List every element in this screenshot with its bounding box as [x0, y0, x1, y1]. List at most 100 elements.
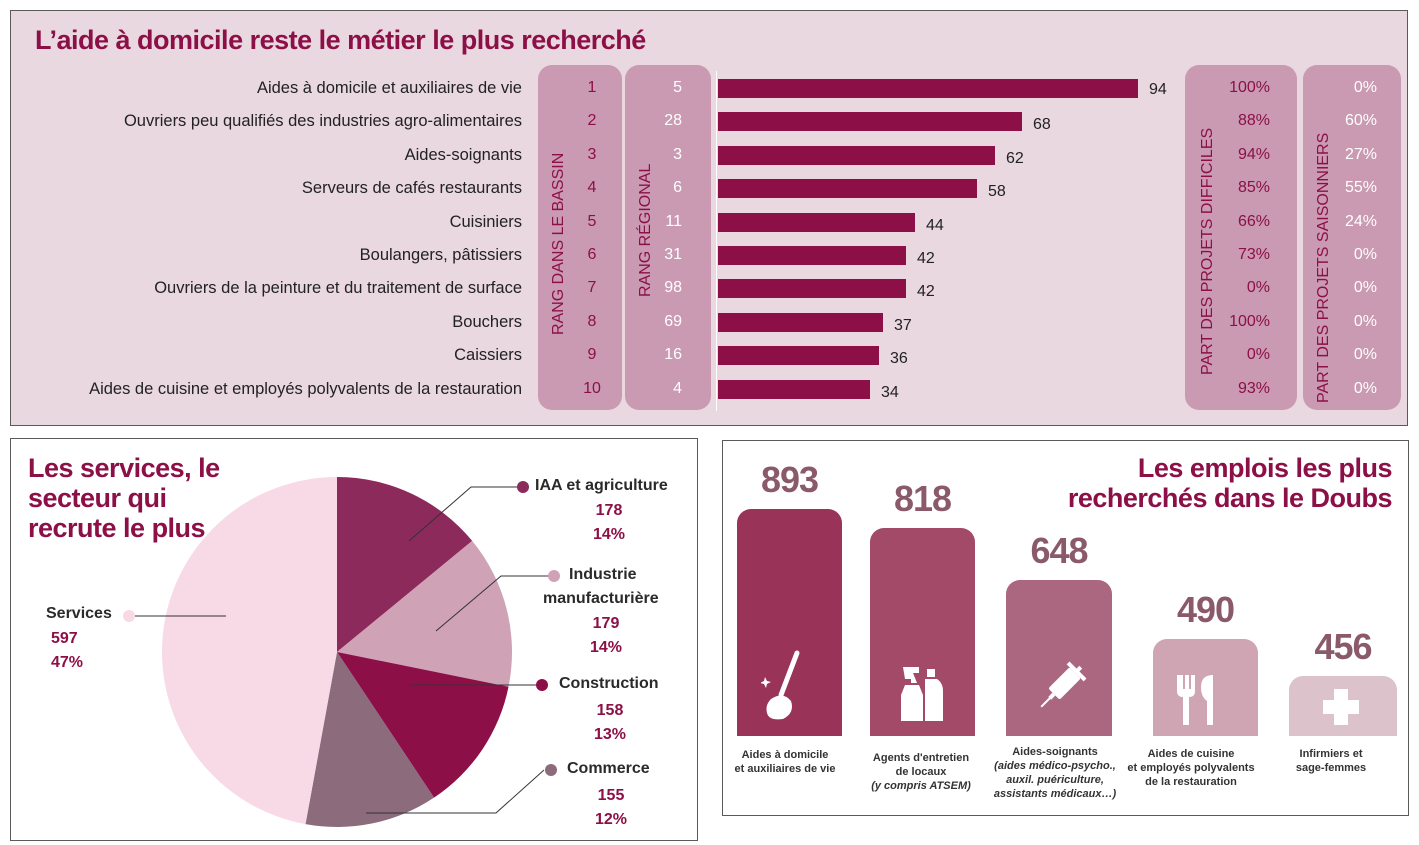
bar	[718, 279, 906, 298]
medical-cross-icon	[1323, 689, 1359, 725]
doubs-bar	[737, 509, 842, 736]
pie-label-services: Services	[46, 605, 112, 622]
pie-chart	[123, 477, 560, 827]
rank-regional-value: 4	[673, 380, 682, 397]
pie-label-construction: Construction	[559, 675, 659, 692]
rank-regional-value: 69	[664, 313, 682, 330]
top-rows: 1 5 94 100% 0% 2 28 68 88% 60% 3 3 62 94% 27% 4 6 58 85% 55…	[11, 11, 1409, 427]
bar-value: 34	[881, 384, 899, 401]
cleaning-spray-icon	[901, 667, 943, 721]
doubs-label-1: Aides à domicile et auxiliaires de vie	[734, 749, 836, 775]
saisonniers-value: 0%	[1353, 346, 1377, 363]
difficiles-value: 100%	[1229, 79, 1270, 96]
bar-value: 42	[917, 250, 935, 267]
rank-regional-value: 31	[664, 246, 682, 263]
difficiles-value: 73%	[1237, 246, 1270, 263]
difficiles-value: 94%	[1237, 146, 1270, 163]
pie-label-industrie-1: Industrie	[569, 566, 637, 583]
bar-value: 58	[988, 183, 1006, 200]
pie-value-commerce: 155	[597, 787, 625, 804]
doubs-title-line2: recherchés dans le Doubs	[1067, 483, 1393, 513]
bar-value: 62	[1006, 150, 1024, 167]
rank-bassin-value: 5	[587, 213, 597, 230]
rank-regional-value: 11	[665, 213, 682, 230]
rank-bassin-value: 6	[587, 246, 597, 263]
category-label: Ouvriers de la peinture et du traitement…	[154, 279, 522, 297]
pie-title: Les services, le secteur qui recrute le …	[28, 453, 220, 543]
doubs-value: 893	[760, 459, 819, 500]
pie-pct-services: 47%	[51, 654, 84, 671]
leader-commerce	[366, 769, 545, 814]
bar	[718, 79, 1138, 98]
bar-value: 68	[1033, 116, 1051, 133]
dot-services	[123, 610, 135, 622]
rank-bassin-value: 9	[587, 346, 597, 363]
bar	[718, 213, 915, 232]
saisonniers-value: 27%	[1344, 146, 1377, 163]
rank-regional-value: 5	[673, 79, 682, 96]
category-label: Boulangers, pâtissiers	[359, 246, 522, 264]
bar	[718, 112, 1022, 131]
difficiles-value: 88%	[1237, 112, 1270, 129]
pie-value-construction: 158	[596, 702, 624, 719]
difficiles-value: 66%	[1237, 213, 1270, 230]
dot-iaa	[517, 481, 529, 493]
saisonniers-value: 0%	[1353, 380, 1377, 397]
saisonniers-value: 0%	[1353, 279, 1377, 296]
difficiles-column: PART DES PROJETS DIFFICILES	[1185, 65, 1297, 410]
bar	[718, 146, 995, 165]
difficiles-value: 93%	[1237, 380, 1270, 397]
pie-pct-industrie: 14%	[589, 639, 623, 656]
bar	[718, 246, 906, 265]
difficiles-value: 100%	[1229, 313, 1270, 330]
leader-industrie	[435, 575, 549, 632]
category-label: Aides à domicile et auxiliaires de vie	[256, 79, 522, 97]
category-label: Cuisiniers	[449, 213, 522, 231]
pie-slice-iaa-et-agriculture	[337, 477, 473, 652]
leader-iaa	[408, 486, 519, 542]
pie-slice-commerce	[305, 652, 435, 827]
saisonniers-value: 55%	[1344, 179, 1377, 196]
category-label: Caissiers	[454, 346, 522, 364]
pie-pct-iaa: 14%	[592, 526, 626, 543]
difficiles-value: 0%	[1246, 346, 1270, 363]
doubs-value: 648	[1030, 530, 1088, 571]
pie-pct-construction: 13%	[593, 726, 627, 743]
bar-value: 42	[917, 283, 935, 300]
doubs-value: 818	[893, 478, 952, 519]
saisonniers-value: 0%	[1353, 246, 1377, 263]
bar-value: 36	[890, 350, 908, 367]
rank-regional-value: 6	[673, 179, 682, 196]
rank-bassin-column: RANG DANS LE BASSIN	[538, 65, 622, 410]
cutlery-icon	[1177, 675, 1213, 725]
doubs-value: 490	[1176, 589, 1235, 630]
category-label: Aides-soignants	[404, 146, 522, 164]
bar-value: 44	[926, 217, 944, 234]
rank-regional-value: 98	[664, 279, 682, 296]
rank-bassin-value: 3	[587, 146, 597, 163]
category-label: Ouvriers peu qualifiés des industries ag…	[123, 112, 522, 130]
category-label: Bouchers	[452, 313, 522, 331]
rank-bassin-value: 7	[587, 279, 597, 296]
top-title: L’aide à domicile reste le métier le plu…	[35, 25, 646, 55]
doubs-title-line1: Les emplois les plus	[1137, 453, 1393, 483]
pie-slice-industrie-manufacturi-re	[337, 540, 512, 687]
doubs-title: Les emplois les plus recherchés dans le …	[1067, 453, 1393, 513]
pie-label-commerce: Commerce	[567, 760, 650, 777]
mop-icon	[761, 650, 800, 720]
bar-value: 94	[1149, 81, 1167, 98]
bar-axis	[716, 71, 717, 411]
doubs-label-2: Agents d'entretien de locaux (y compris AT…	[871, 752, 971, 792]
doubs-bars: 893 818 648 490 456	[723, 441, 1410, 817]
rank-bassin-value: 4	[587, 179, 597, 196]
pie-pct-commerce: 12%	[594, 811, 628, 828]
saisonniers-value: 60%	[1344, 112, 1377, 129]
doubs-value: 456	[1314, 626, 1372, 667]
syringe-icon	[1040, 661, 1087, 708]
pie-value-industrie: 179	[592, 615, 620, 632]
difficiles-value: 85%	[1237, 179, 1270, 196]
doubs-label-5: Infirmiers et sage-femmes	[1295, 748, 1367, 774]
rank-regional-value: 28	[664, 112, 682, 129]
doubs-panel: Les emplois les plus recherchés dans le …	[722, 440, 1409, 816]
rank-bassin-value: 8	[587, 313, 597, 330]
